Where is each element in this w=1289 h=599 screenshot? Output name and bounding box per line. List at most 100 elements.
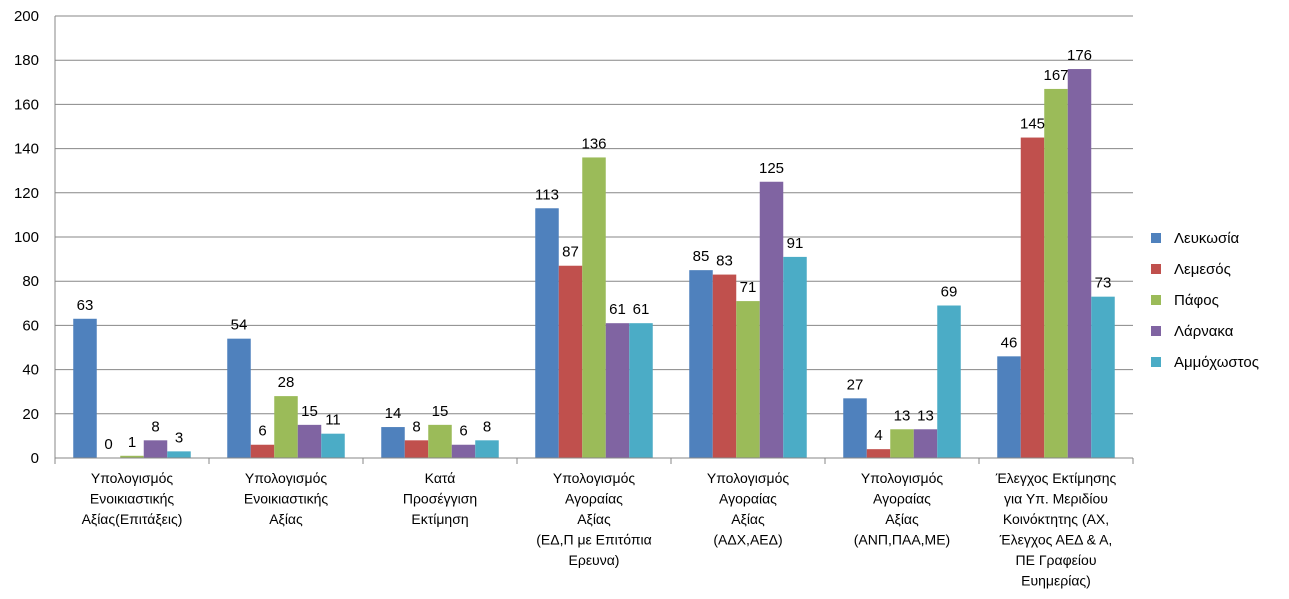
legend-label: Λευκωσία — [1174, 230, 1240, 247]
bar — [167, 451, 191, 458]
legend: Λευκωσία Λεμεσός Πάφος Λάρνακα Αμμόχωστος — [1151, 230, 1259, 371]
data-label: 8 — [483, 418, 491, 435]
data-label: 85 — [693, 248, 710, 265]
bar — [451, 444, 476, 458]
y-tick-label: 20 — [22, 406, 39, 423]
data-label: 54 — [231, 317, 248, 334]
data-label: 69 — [941, 284, 958, 301]
data-label: 73 — [1095, 275, 1112, 292]
data-label: 63 — [77, 297, 94, 314]
bar — [321, 433, 345, 458]
y-tick-label: 140 — [14, 141, 39, 158]
bar — [558, 265, 583, 458]
data-label: 71 — [740, 279, 757, 296]
y-tick-label: 60 — [22, 317, 39, 334]
legend-label: Λάρνακα — [1174, 323, 1234, 340]
legend-swatch — [1151, 295, 1161, 305]
category-label: Υπολογισμός Αγοραίας Αξίας (ΑΝΠ,ΠΑΑ,ΜΕ) — [854, 470, 950, 548]
category-labels: Υπολογισμός Ενοικιαστικής Αξίας(Επιτάξεις)… — [82, 470, 1117, 589]
data-label: 4 — [874, 427, 882, 444]
data-label: 8 — [412, 418, 420, 435]
data-label: 28 — [278, 374, 295, 391]
y-tick-label: 80 — [22, 273, 39, 290]
legend-label: Πάφος — [1174, 292, 1219, 309]
y-tick-label: 40 — [22, 362, 39, 379]
data-label: 61 — [609, 301, 626, 318]
bar — [913, 429, 938, 458]
data-label: 167 — [1043, 67, 1068, 84]
data-label: 61 — [633, 301, 650, 318]
data-label: 13 — [917, 407, 934, 424]
data-label: 15 — [432, 403, 449, 420]
data-label: 0 — [104, 436, 112, 453]
bar — [250, 444, 275, 458]
data-label: 6 — [459, 423, 467, 440]
data-label: 6 — [258, 423, 266, 440]
bar — [1020, 137, 1045, 459]
bar — [227, 338, 251, 458]
axes — [54, 16, 1134, 464]
data-label: 83 — [716, 253, 733, 270]
bar — [582, 157, 606, 458]
legend-swatch — [1151, 233, 1161, 243]
data-label: 15 — [301, 403, 318, 420]
bar — [866, 449, 891, 458]
y-tick-label: 100 — [14, 229, 39, 246]
data-label: 87 — [562, 244, 579, 261]
bar — [712, 274, 737, 458]
bar — [997, 356, 1021, 458]
bar — [783, 256, 807, 458]
data-label: 11 — [325, 412, 341, 429]
category-label: Κατά Προσέγγιση Εκτίμηση — [403, 470, 477, 527]
bar — [73, 318, 97, 458]
bar — [629, 323, 653, 458]
bar — [689, 270, 713, 458]
bar — [605, 323, 630, 458]
category-label: Υπολογισμός Αγοραίας Αξίας (ΕΔ,Π με Επιτόπι… — [536, 470, 652, 568]
bar — [1067, 69, 1092, 458]
legend-label: Λεμεσός — [1174, 261, 1231, 278]
data-label: 3 — [175, 429, 183, 446]
data-label: 46 — [1001, 334, 1018, 351]
data-label: 91 — [787, 235, 804, 252]
category-label: Υπολογισμός Ενοικιαστικής Αξίας(Επιτάξεις) — [82, 470, 183, 527]
data-label: 113 — [535, 186, 559, 203]
y-tick-label: 180 — [14, 52, 39, 69]
bar — [381, 427, 405, 458]
bar — [1044, 88, 1068, 459]
y-tick-label: 120 — [14, 185, 39, 202]
y-tick-label: 0 — [31, 450, 39, 467]
bar — [475, 440, 499, 458]
bar — [843, 398, 867, 458]
legend-swatch — [1151, 357, 1161, 367]
data-label: 136 — [581, 135, 606, 152]
data-label: 125 — [759, 160, 784, 177]
data-label: 27 — [847, 376, 864, 393]
data-label: 8 — [151, 418, 159, 435]
bar — [297, 424, 322, 458]
bar — [890, 429, 914, 458]
data-label: 176 — [1067, 47, 1092, 64]
bar — [120, 455, 144, 458]
legend-swatch — [1151, 264, 1161, 274]
bar — [143, 440, 168, 458]
bar — [937, 305, 961, 458]
bar — [736, 301, 760, 458]
y-tick-label: 200 — [14, 8, 39, 25]
data-label: 1 — [128, 434, 136, 451]
bar — [274, 396, 298, 458]
bar — [428, 424, 452, 458]
bars — [73, 69, 1115, 459]
category-label: Υπολογισμός Αγοραίας Αξίας (ΑΔΧ,ΑΕΔ) — [707, 470, 789, 548]
legend-label: Αμμόχωστος — [1174, 354, 1259, 371]
data-label: 145 — [1020, 116, 1045, 133]
y-tick-label: 160 — [14, 96, 39, 113]
bar — [535, 208, 559, 458]
legend-swatch — [1151, 326, 1161, 336]
category-label: Υπολογισμός Ενοικιαστικής Αξίας — [244, 470, 329, 527]
category-label: Έλεγχος Εκτίμησης για Υπ. Μεριδίου Κοινόκτ… — [995, 470, 1117, 589]
bar — [404, 440, 429, 458]
y-axis-ticks: 0 20 40 60 80 100 120 140 160 180 200 — [14, 8, 39, 467]
